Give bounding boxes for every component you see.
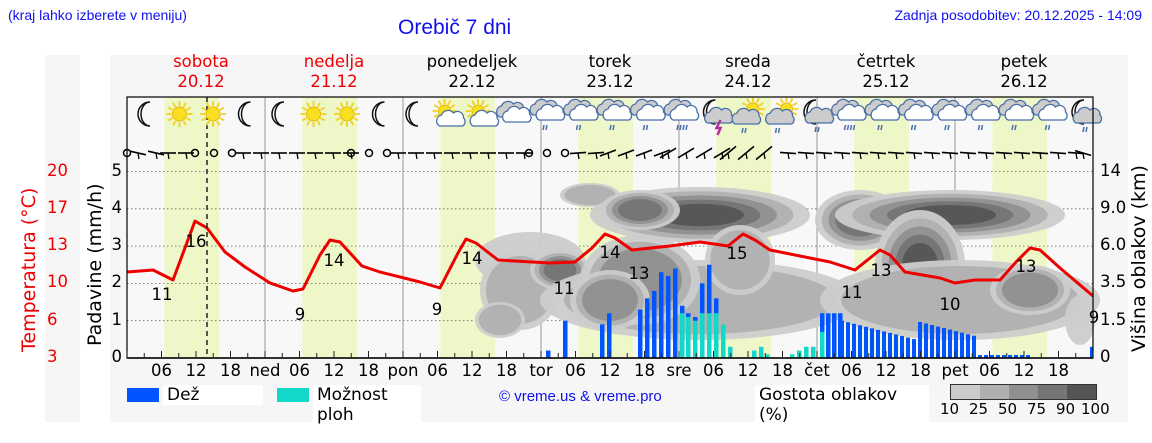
day-header: nedelja 21.12 [303,52,365,91]
day-header: četrtek 25.12 [856,52,916,91]
rain-legend-swatch [127,388,159,402]
x-axis-label: 18 [772,361,793,380]
showers-legend-label: Možnost ploh [313,385,421,425]
x-axis-label: 18 [496,361,517,380]
svg-text:14: 14 [462,249,483,268]
cloud-scale-label: 50 [998,400,1018,418]
svg-text:14: 14 [600,243,621,262]
temperature-tick: 3 [47,347,58,366]
svg-text:11: 11 [842,283,863,302]
x-axis-label: 06 [427,361,448,380]
cloud-scale-label: 100 [1081,400,1110,418]
x-axis-label: 06 [151,361,172,380]
cloud-density-scale [950,384,1097,400]
x-axis-label: 12 [461,361,483,380]
x-axis-label: 12 [1013,361,1035,380]
x-axis-label: 06 [841,361,862,380]
showers-legend-swatch [277,388,309,402]
x-axis-label: ned [249,361,281,380]
svg-text:10: 10 [940,295,961,314]
cloud-height-tick: 9.0 [1100,197,1127,217]
cloud-height-tick: 0 [1100,347,1111,366]
x-axis-label: 18 [634,361,655,380]
x-axis-label: pet [941,361,969,380]
x-axis-label: 12 [599,361,621,380]
x-axis-label: 12 [323,361,345,380]
svg-text:15: 15 [727,244,748,263]
x-axis-label: 06 [565,361,586,380]
temperature-tick: 20 [47,160,68,180]
temperature-tick: 17 [47,197,68,217]
x-axis-label: 06 [979,361,1000,380]
svg-text:13: 13 [629,264,650,283]
cloud-height-tick: 6.0 [1100,235,1127,255]
wind-barbs [122,145,1092,161]
svg-text:11: 11 [152,285,173,304]
weather-icons [137,97,1103,136]
svg-text:16: 16 [186,232,207,251]
temperature-tick: 13 [47,235,68,255]
day-header: sreda 24.12 [724,52,772,91]
day-header: sobota 20.12 [173,52,229,91]
cloud-height-tick: 3.5 [1100,272,1127,292]
page-title: Orebič 7 dni [398,16,512,39]
x-axis-label: 18 [910,361,931,380]
x-axis-label: 12 [737,361,759,380]
precip-tick: 2 [111,272,123,292]
precip-tick: 5 [111,160,123,180]
svg-text:14: 14 [324,251,345,270]
x-axis-label: 18 [220,361,241,380]
svg-text:11: 11 [554,279,575,298]
x-axis-label: sre [666,361,692,380]
svg-text:9: 9 [432,300,443,319]
x-axis-label: pon [387,361,419,380]
precip-tick: 3 [111,235,123,255]
x-axis-label: 06 [703,361,724,380]
x-axis-label: 12 [185,361,207,380]
cloud-height-tick: 14 [1100,160,1121,180]
svg-text:13: 13 [1016,257,1037,276]
day-header: ponedeljek 22.12 [426,52,518,91]
precip-tick: 0 [111,347,123,366]
temperature-tick: 10 [47,272,68,292]
x-axis-label: tor [529,361,553,380]
menu-note: (kraj lahko izberete v meniju) [8,7,187,23]
precip-tick: 4 [111,197,123,217]
x-axis-label: čet [804,361,830,380]
temperature-axis-panel [45,55,80,422]
temperature-tick: 6 [47,309,58,329]
x-axis-label: 12 [875,361,897,380]
temperature-line [126,219,1094,298]
cloud-scale-label: 90 [1056,400,1076,418]
copyright-link[interactable]: © vreme.us & vreme.pro [499,388,662,405]
x-ticks [126,351,1094,358]
x-axis-label: 06 [289,361,310,380]
x-axis-label: 18 [358,361,379,380]
cloud-scale-label: 75 [1027,400,1047,418]
precip-bars [546,264,1093,358]
temperature-labels: 11 16 9 14 9 14 11 14 13 15 11 13 10 13 9 [152,232,1100,327]
last-updated: Zadnja posodobitev: 20.12.2025 - 14:09 [894,7,1142,23]
cloud-density-legend-title: Gostota oblakov (%) [755,385,929,425]
x-axis-label: 18 [1048,361,1069,380]
cloud-scale-label: 10 [940,400,960,418]
day-header: torek 23.12 [586,52,634,91]
rain-legend-label: Dež [163,385,263,405]
svg-text:9: 9 [1089,308,1100,327]
svg-text:13: 13 [871,261,892,280]
day-header: petek 26.12 [1000,52,1048,91]
cloud-scale-label: 25 [969,400,989,418]
cloud-height-tick: 1.5 [1100,309,1127,329]
precip-tick: 1 [111,309,123,329]
svg-text:9: 9 [295,305,306,324]
